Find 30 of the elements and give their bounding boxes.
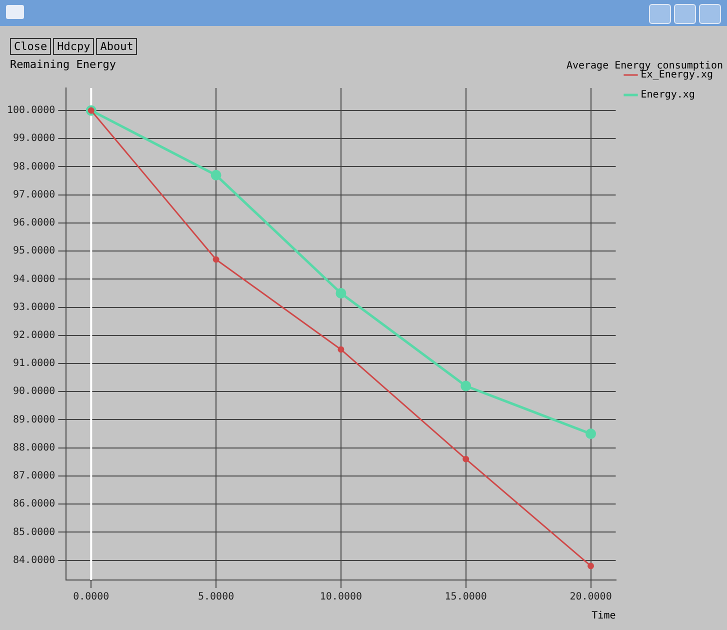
y-tick-label: 94.0000	[13, 274, 56, 285]
y-tick-label: 100.0000	[6, 105, 56, 116]
y-tick-label: 92.0000	[13, 330, 56, 341]
text: About	[96, 38, 138, 55]
x-tick-label: 5.0000	[198, 592, 234, 603]
x-tick-label: 0.0000	[73, 592, 110, 603]
y-tick-label: 93.0000	[13, 302, 56, 313]
y-axis-title: Remaining Energy	[10, 58, 116, 71]
y-tick-label: 91.0000	[13, 358, 56, 370]
y-tick-label: 87.0000	[13, 470, 56, 482]
y-tick-label: 99.0000	[13, 133, 56, 144]
x-axis-title: Time	[592, 610, 616, 622]
text: Average Energy consumption	[566, 60, 723, 72]
y-tick-label: 98.0000	[13, 161, 56, 172]
y-tick-label: 88.0000	[13, 442, 56, 454]
y-tick-label: 96.0000	[13, 218, 56, 229]
y-tick-label: 95.0000	[13, 246, 56, 257]
y-tick-label: 90.0000	[13, 386, 56, 398]
y-tick-label: 84.0000	[13, 554, 56, 566]
y-tick-label: 86.0000	[13, 498, 56, 510]
x-tick-label: 20.0000	[570, 592, 612, 603]
y-tick-label: 89.0000	[13, 414, 56, 426]
x-tick-label: 10.0000	[320, 592, 362, 603]
text: Hdcpy	[53, 38, 94, 55]
y-tick-label: 97.0000	[13, 189, 56, 200]
y-tick-label: 85.0000	[13, 526, 56, 538]
legend-label: Energy.xg	[640, 90, 695, 101]
legend-label: Ex_Energy.xg	[640, 70, 714, 81]
x-tick-label: 15.0000	[444, 592, 487, 603]
text: Close	[10, 38, 52, 55]
